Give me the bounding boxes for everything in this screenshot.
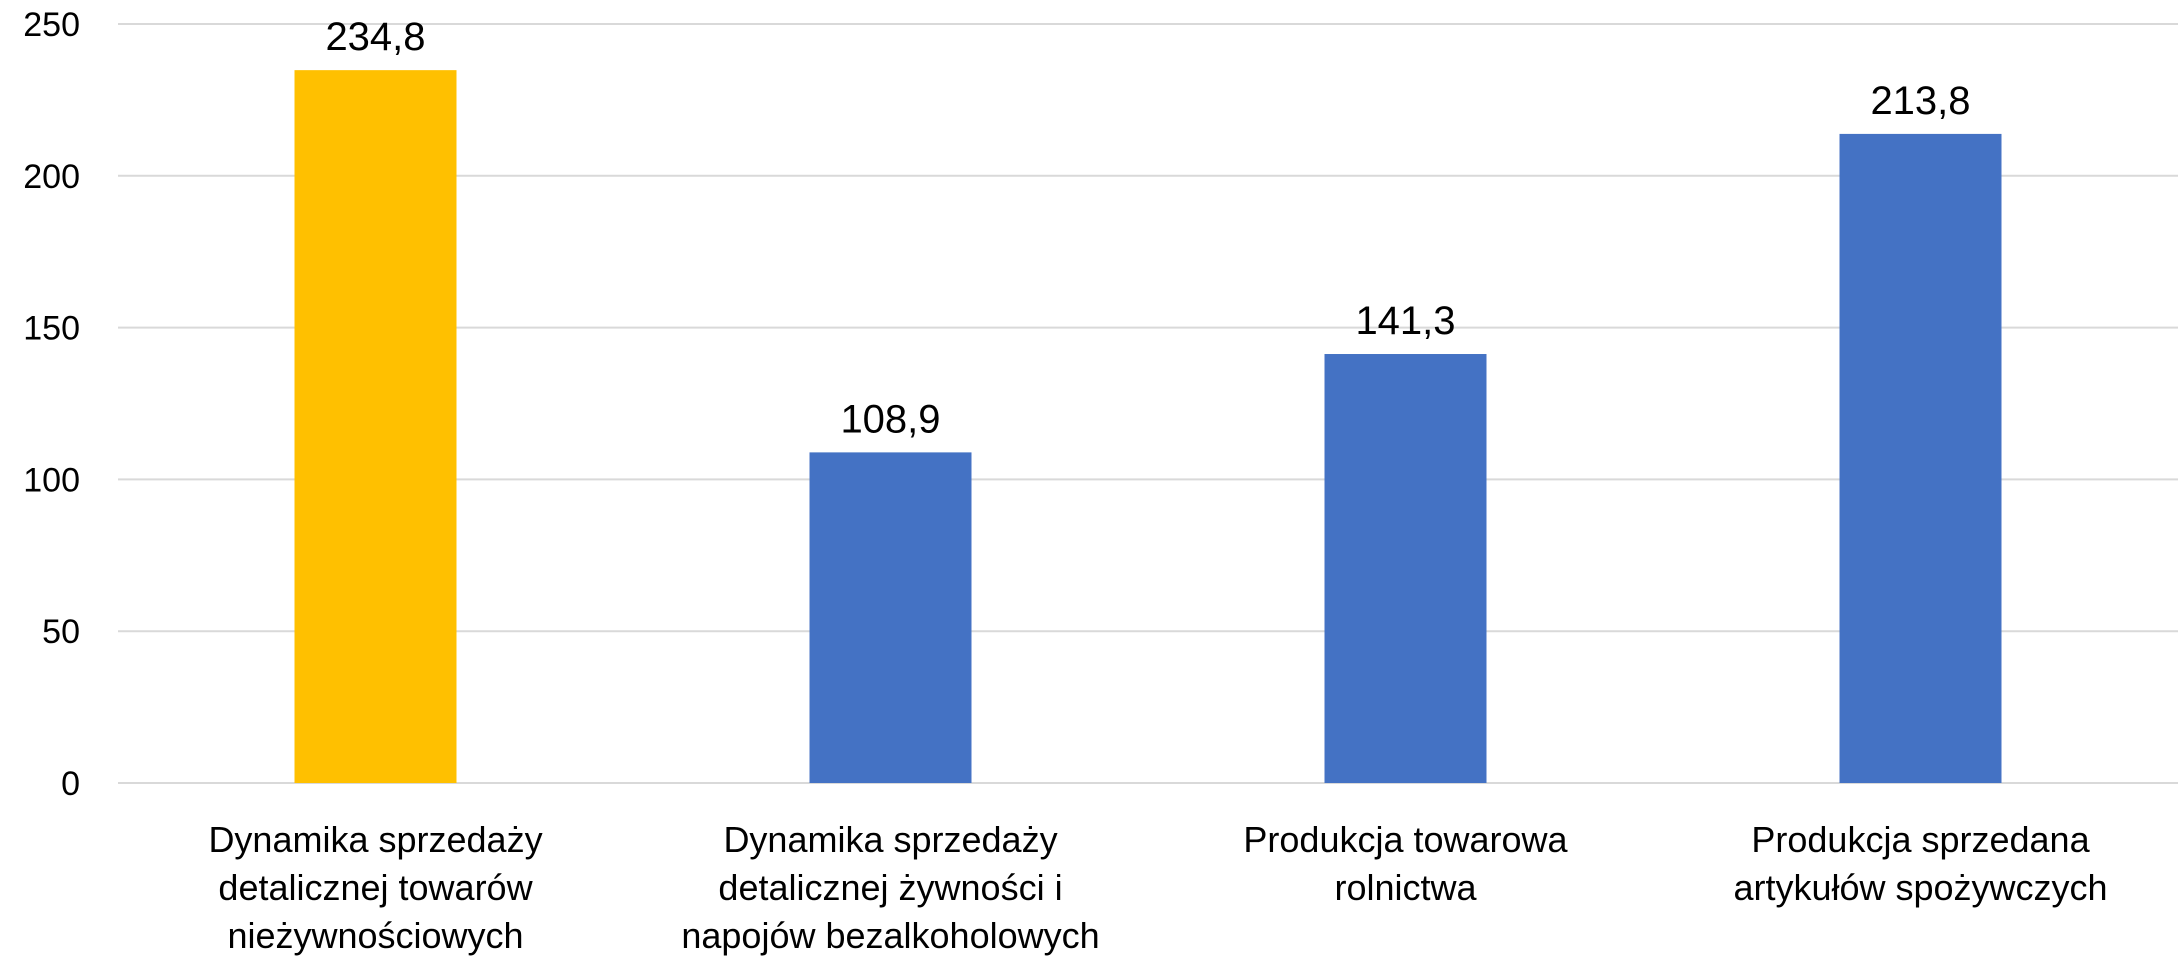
category-label-line: Dynamika sprzedaży [208,819,542,860]
category-label-line: artykułów spożywczych [1733,867,2107,908]
y-tick-label: 50 [42,613,80,651]
y-tick-label: 200 [23,158,80,196]
bar [1324,354,1487,783]
category-label-line: rolnictwa [1334,867,1477,908]
y-axis-tick-labels: 0 50 100 150 200 250 [23,6,80,803]
bar [294,70,457,783]
y-tick-label: 150 [23,310,80,348]
data-label: 141,3 [1355,299,1455,343]
bar [809,452,972,783]
category-label-line: Dynamika sprzedaży [723,819,1057,860]
y-tick-label: 0 [61,765,80,803]
category-label-line: nieżywnościowych [227,915,523,956]
category-labels: Dynamika sprzedaży detalicznej towarów nie… [208,819,2107,956]
gridlines [118,23,2178,784]
category-label-line: Produkcja sprzedana [1751,819,2090,860]
y-tick-label: 250 [23,6,80,44]
bar [1839,133,2002,783]
data-label: 108,9 [840,397,940,441]
data-labels: 234,8 108,9 141,3 213,8 [325,15,1970,441]
bars [294,70,2002,783]
y-tick-label: 100 [23,461,80,499]
category-label-line: detalicznej żywności i [718,867,1062,908]
data-label: 234,8 [325,15,425,59]
category-label-line: detalicznej towarów [218,867,533,908]
category-label-line: napojów bezalkoholowych [681,915,1099,956]
category-label-line: Produkcja towarowa [1243,819,1568,860]
data-label: 213,8 [1870,79,1970,123]
